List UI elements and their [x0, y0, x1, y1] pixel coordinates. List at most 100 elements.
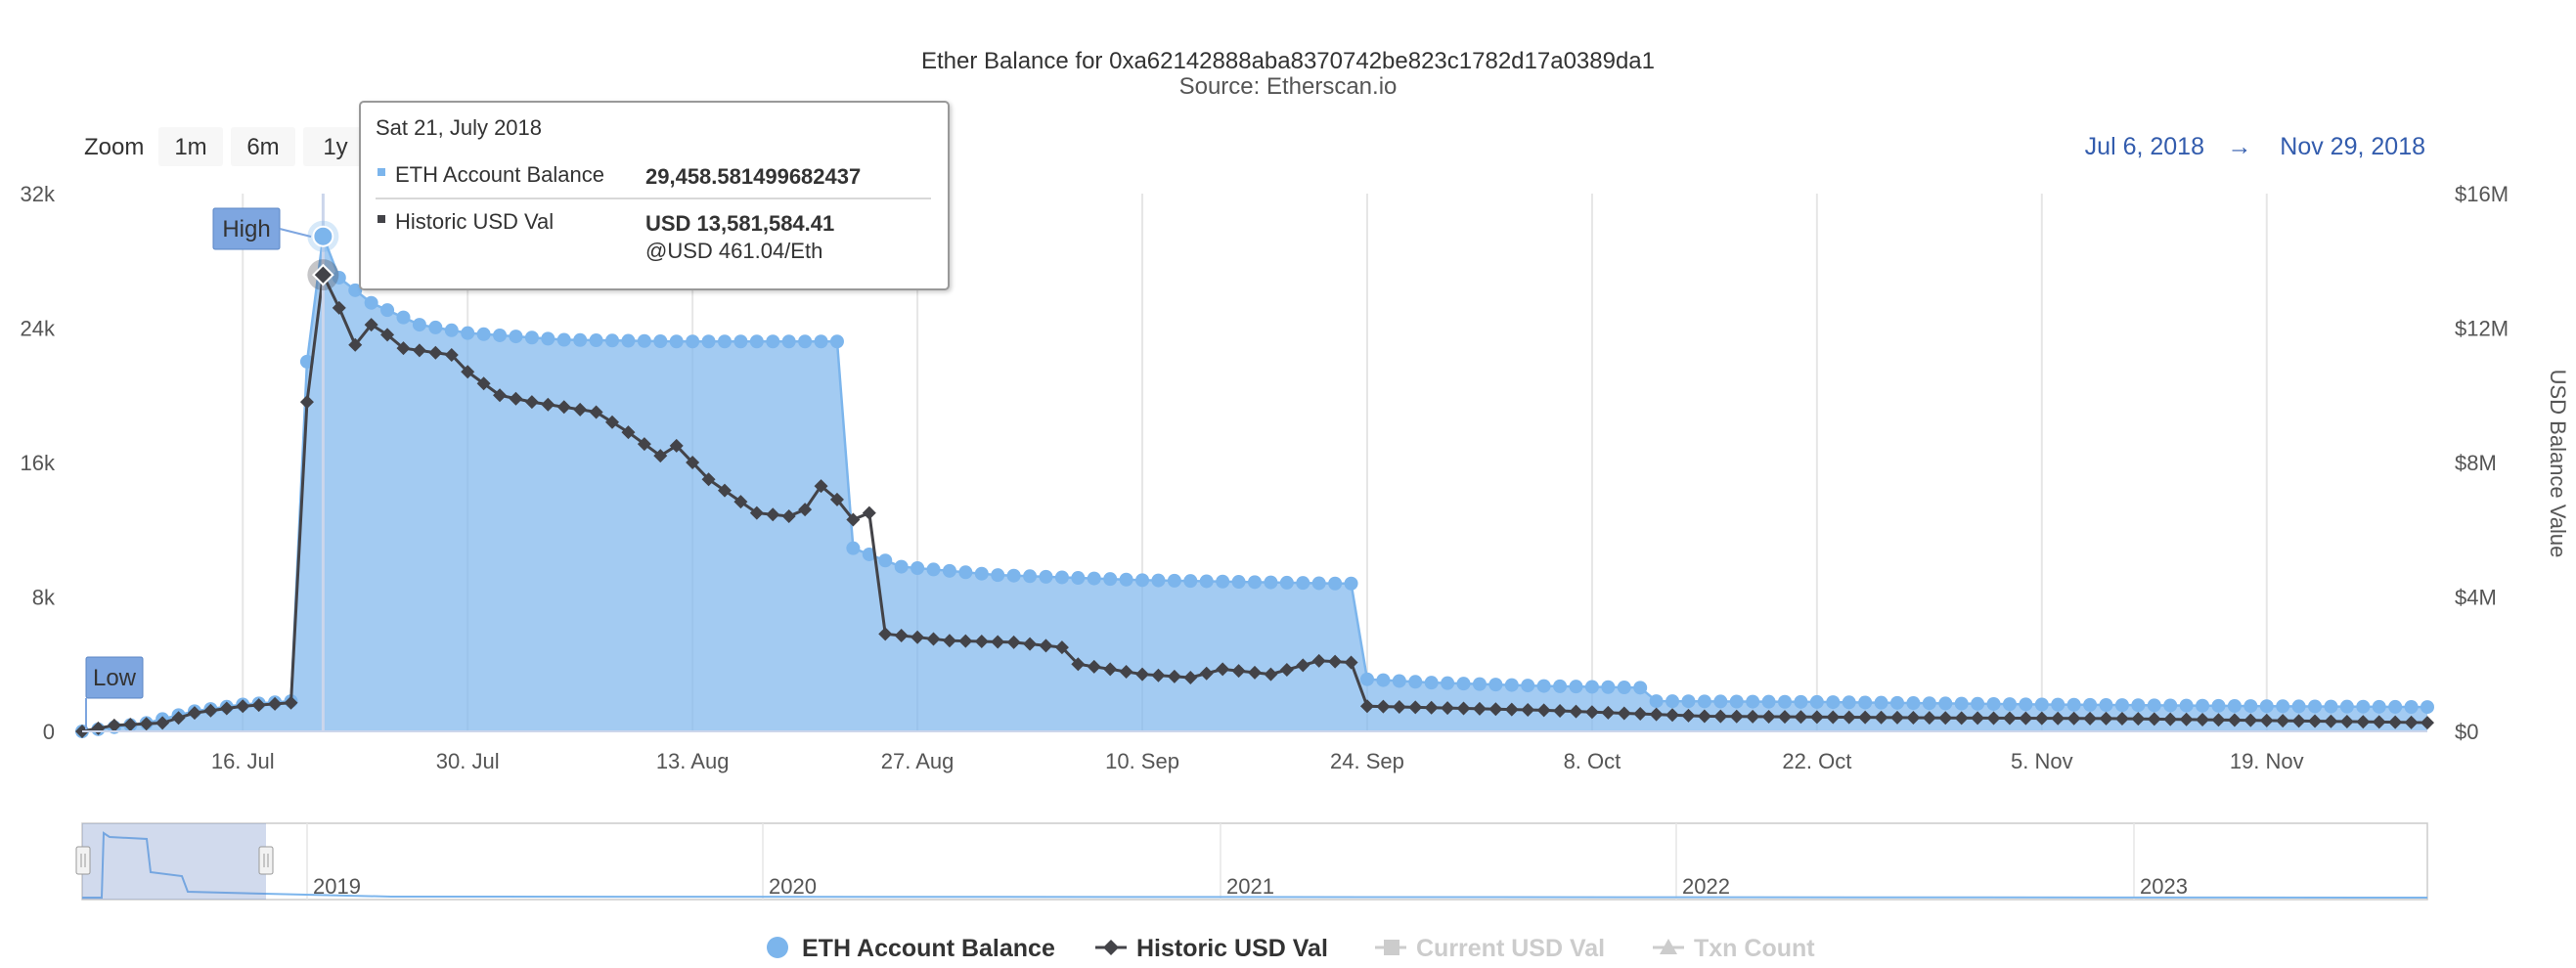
historic-usd-point[interactable]	[1761, 709, 1776, 724]
eth-balance-point[interactable]	[2243, 699, 2258, 714]
historic-usd-point[interactable]	[1858, 710, 1873, 725]
eth-balance-point[interactable]	[2211, 698, 2226, 713]
eth-balance-point[interactable]	[1216, 574, 1230, 589]
usd-hover-point[interactable]	[311, 263, 334, 286]
eth-balance-point[interactable]	[2421, 700, 2434, 715]
historic-usd-point[interactable]	[2276, 714, 2290, 728]
eth-balance-point[interactable]	[1713, 694, 1728, 709]
historic-usd-point[interactable]	[1119, 664, 1133, 679]
eth-balance-point[interactable]	[2339, 699, 2354, 714]
historic-usd-point[interactable]	[2339, 714, 2354, 728]
historic-usd-point[interactable]	[2083, 711, 2098, 726]
historic-usd-point[interactable]	[1681, 708, 1696, 723]
historic-usd-point[interactable]	[219, 701, 234, 716]
eth-balance-point[interactable]	[2388, 699, 2403, 714]
historic-usd-point[interactable]	[1536, 703, 1551, 718]
eth-balance-point[interactable]	[2051, 697, 2065, 712]
eth-balance-point[interactable]	[1521, 679, 1535, 693]
historic-usd-point[interactable]	[1472, 701, 1487, 716]
eth-balance-point[interactable]	[1906, 696, 1921, 711]
eth-balance-point[interactable]	[2276, 699, 2290, 714]
historic-usd-point[interactable]	[1167, 669, 1181, 683]
eth-balance-point[interactable]	[380, 303, 395, 318]
eth-balance-point[interactable]	[766, 334, 780, 349]
eth-balance-point[interactable]	[476, 327, 491, 341]
historic-usd-point[interactable]	[2388, 715, 2403, 729]
legend-item-txn-count[interactable]: Txn Count	[1653, 935, 1815, 962]
historic-usd-point[interactable]	[1729, 709, 1744, 724]
eth-balance-point[interactable]	[701, 334, 716, 349]
historic-usd-point[interactable]	[1504, 702, 1519, 717]
eth-balance-point[interactable]	[1039, 569, 1053, 584]
historic-usd-point[interactable]	[1103, 662, 1118, 677]
historic-usd-point[interactable]	[284, 695, 298, 710]
historic-usd-point[interactable]	[1023, 637, 1038, 651]
eth-balance-point[interactable]	[1408, 675, 1423, 689]
eth-balance-point[interactable]	[1536, 679, 1551, 693]
eth-balance-point[interactable]	[2114, 698, 2129, 713]
zoom-1m-button[interactable]: 1m	[158, 127, 223, 166]
historic-usd-point[interactable]	[1344, 655, 1358, 670]
eth-balance-point[interactable]	[444, 323, 459, 337]
range-from-input[interactable]: Jul 6, 2018	[2085, 133, 2204, 160]
eth-balance-point[interactable]	[910, 560, 925, 575]
historic-usd-point[interactable]	[1264, 667, 1278, 682]
historic-usd-point[interactable]	[573, 402, 588, 417]
eth-balance-point[interactable]	[1328, 576, 1343, 591]
historic-usd-point[interactable]	[364, 318, 378, 332]
historic-usd-point[interactable]	[123, 718, 138, 732]
historic-usd-point[interactable]	[749, 506, 764, 520]
historic-usd-point[interactable]	[1794, 710, 1808, 725]
eth-balance-point[interactable]	[717, 334, 732, 349]
historic-usd-point[interactable]	[653, 449, 668, 463]
eth-balance-point[interactable]	[1858, 695, 1873, 710]
historic-usd-point[interactable]	[1328, 654, 1343, 669]
historic-usd-point[interactable]	[1441, 701, 1455, 716]
eth-balance-point[interactable]	[1729, 694, 1744, 709]
historic-usd-point[interactable]	[1359, 699, 1374, 714]
eth-balance-point[interactable]	[1681, 694, 1696, 709]
low-flag[interactable]: Low	[85, 656, 144, 729]
historic-usd-point[interactable]	[1231, 664, 1246, 679]
historic-usd-point[interactable]	[2196, 713, 2210, 727]
eth-balance-point[interactable]	[573, 332, 588, 347]
historic-usd-point[interactable]	[541, 397, 555, 412]
eth-balance-point[interactable]	[2196, 698, 2210, 713]
eth-balance-point[interactable]	[2324, 699, 2338, 714]
historic-usd-point[interactable]	[1216, 662, 1230, 677]
eth-balance-point[interactable]	[781, 334, 796, 349]
eth-balance-point[interactable]	[428, 320, 443, 334]
eth-balance-point[interactable]	[733, 334, 748, 349]
historic-usd-point[interactable]	[958, 634, 973, 648]
eth-balance-point[interactable]	[1054, 570, 1069, 585]
historic-usd-point[interactable]	[2179, 712, 2194, 726]
historic-usd-point[interactable]	[299, 395, 314, 410]
eth-balance-point[interactable]	[1151, 573, 1166, 588]
eth-balance-point[interactable]	[1006, 568, 1021, 583]
historic-usd-point[interactable]	[2051, 711, 2065, 726]
historic-usd-point[interactable]	[894, 629, 909, 643]
eth-balance-point[interactable]	[524, 330, 539, 345]
eth-balance-point[interactable]	[412, 318, 426, 332]
historic-usd-point[interactable]	[910, 630, 925, 644]
historic-usd-point[interactable]	[493, 388, 508, 403]
zoom-1y-button[interactable]: 1y	[303, 127, 368, 166]
historic-usd-point[interactable]	[1006, 635, 1021, 649]
eth-balance-point[interactable]	[894, 559, 909, 574]
historic-usd-point[interactable]	[1392, 699, 1406, 714]
eth-balance-point[interactable]	[798, 334, 813, 349]
historic-usd-point[interactable]	[846, 512, 861, 527]
eth-balance-point[interactable]	[1809, 694, 1824, 709]
eth-balance-point[interactable]	[1794, 694, 1808, 709]
eth-balance-point[interactable]	[364, 295, 378, 310]
historic-usd-point[interactable]	[556, 400, 571, 415]
historic-usd-point[interactable]	[1842, 710, 1856, 725]
historic-usd-point[interactable]	[926, 632, 941, 646]
historic-usd-point[interactable]	[1296, 658, 1310, 673]
eth-balance-point[interactable]	[1697, 694, 1711, 709]
eth-balance-point[interactable]	[2259, 699, 2274, 714]
historic-usd-point[interactable]	[1456, 701, 1471, 716]
range-to-input[interactable]: Nov 29, 2018	[2280, 133, 2425, 160]
historic-usd-point[interactable]	[1697, 709, 1711, 724]
eth-balance-point[interactable]	[1971, 696, 1985, 711]
